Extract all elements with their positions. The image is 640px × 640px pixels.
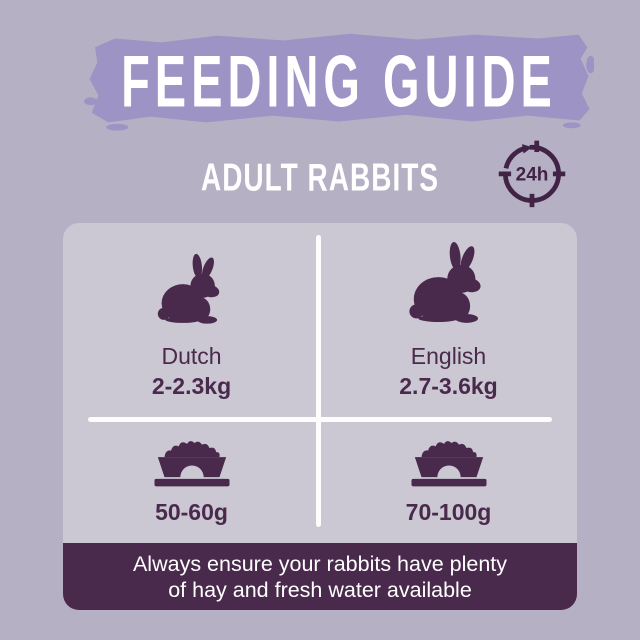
row-divider [88, 417, 552, 422]
footer-note-line1: Always ensure your rabbits have plenty [132, 551, 508, 576]
column-divider [316, 235, 321, 527]
cell-english-amount: 70-100g [320, 419, 577, 543]
header-brush-stroke: FEEDING GUIDE [84, 26, 594, 134]
food-bowl-icon [411, 441, 486, 487]
clock-duration-label: 24h [516, 165, 549, 186]
cell-english-breed: English 2.7-3.6kg [320, 223, 577, 419]
rabbit-icon [408, 242, 481, 323]
amount-label: 50-60g [155, 499, 228, 525]
breed-name: Dutch [161, 343, 222, 370]
footer-note-line2: of hay and fresh water available [168, 577, 472, 602]
page-title: FEEDING GUIDE [121, 38, 557, 122]
breed-name: English [410, 343, 487, 370]
feeding-table-card: Dutch 2-2.3kg [63, 223, 577, 610]
subtitle: ADULT RABBITS [200, 155, 439, 199]
clock-arrow-head [522, 144, 533, 154]
cell-dutch-breed: Dutch 2-2.3kg [63, 223, 320, 419]
amount-label: 70-100g [405, 499, 492, 525]
cell-dutch-amount: 50-60g [63, 419, 320, 543]
footer-note: Always ensure your rabbits have plenty o… [63, 543, 577, 610]
breed-weight: 2-2.3kg [151, 372, 232, 399]
breed-weight: 2.7-3.6kg [399, 372, 498, 399]
feeding-table: Dutch 2-2.3kg [63, 223, 577, 543]
rabbit-icon [157, 253, 219, 324]
subtitle-row: ADULT RABBITS [0, 150, 640, 206]
24h-clock-icon: 24h [498, 140, 566, 208]
food-bowl-icon [154, 441, 229, 487]
brush-stroke-shape [84, 33, 594, 131]
